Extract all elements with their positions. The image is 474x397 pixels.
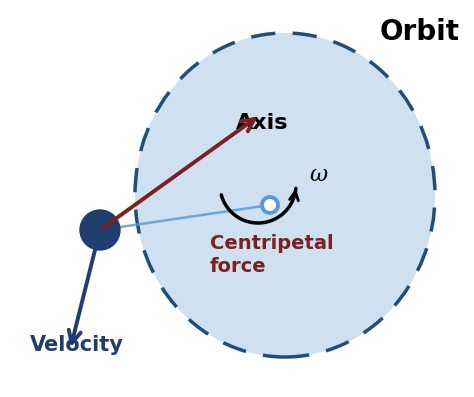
Text: Orbit: Orbit xyxy=(380,18,460,46)
Ellipse shape xyxy=(135,33,435,357)
Text: ω: ω xyxy=(309,164,327,186)
Text: Velocity: Velocity xyxy=(30,335,124,355)
Text: Axis: Axis xyxy=(236,113,288,133)
Circle shape xyxy=(80,210,120,250)
Text: Centripetal
force: Centripetal force xyxy=(210,234,334,276)
Circle shape xyxy=(262,197,278,213)
